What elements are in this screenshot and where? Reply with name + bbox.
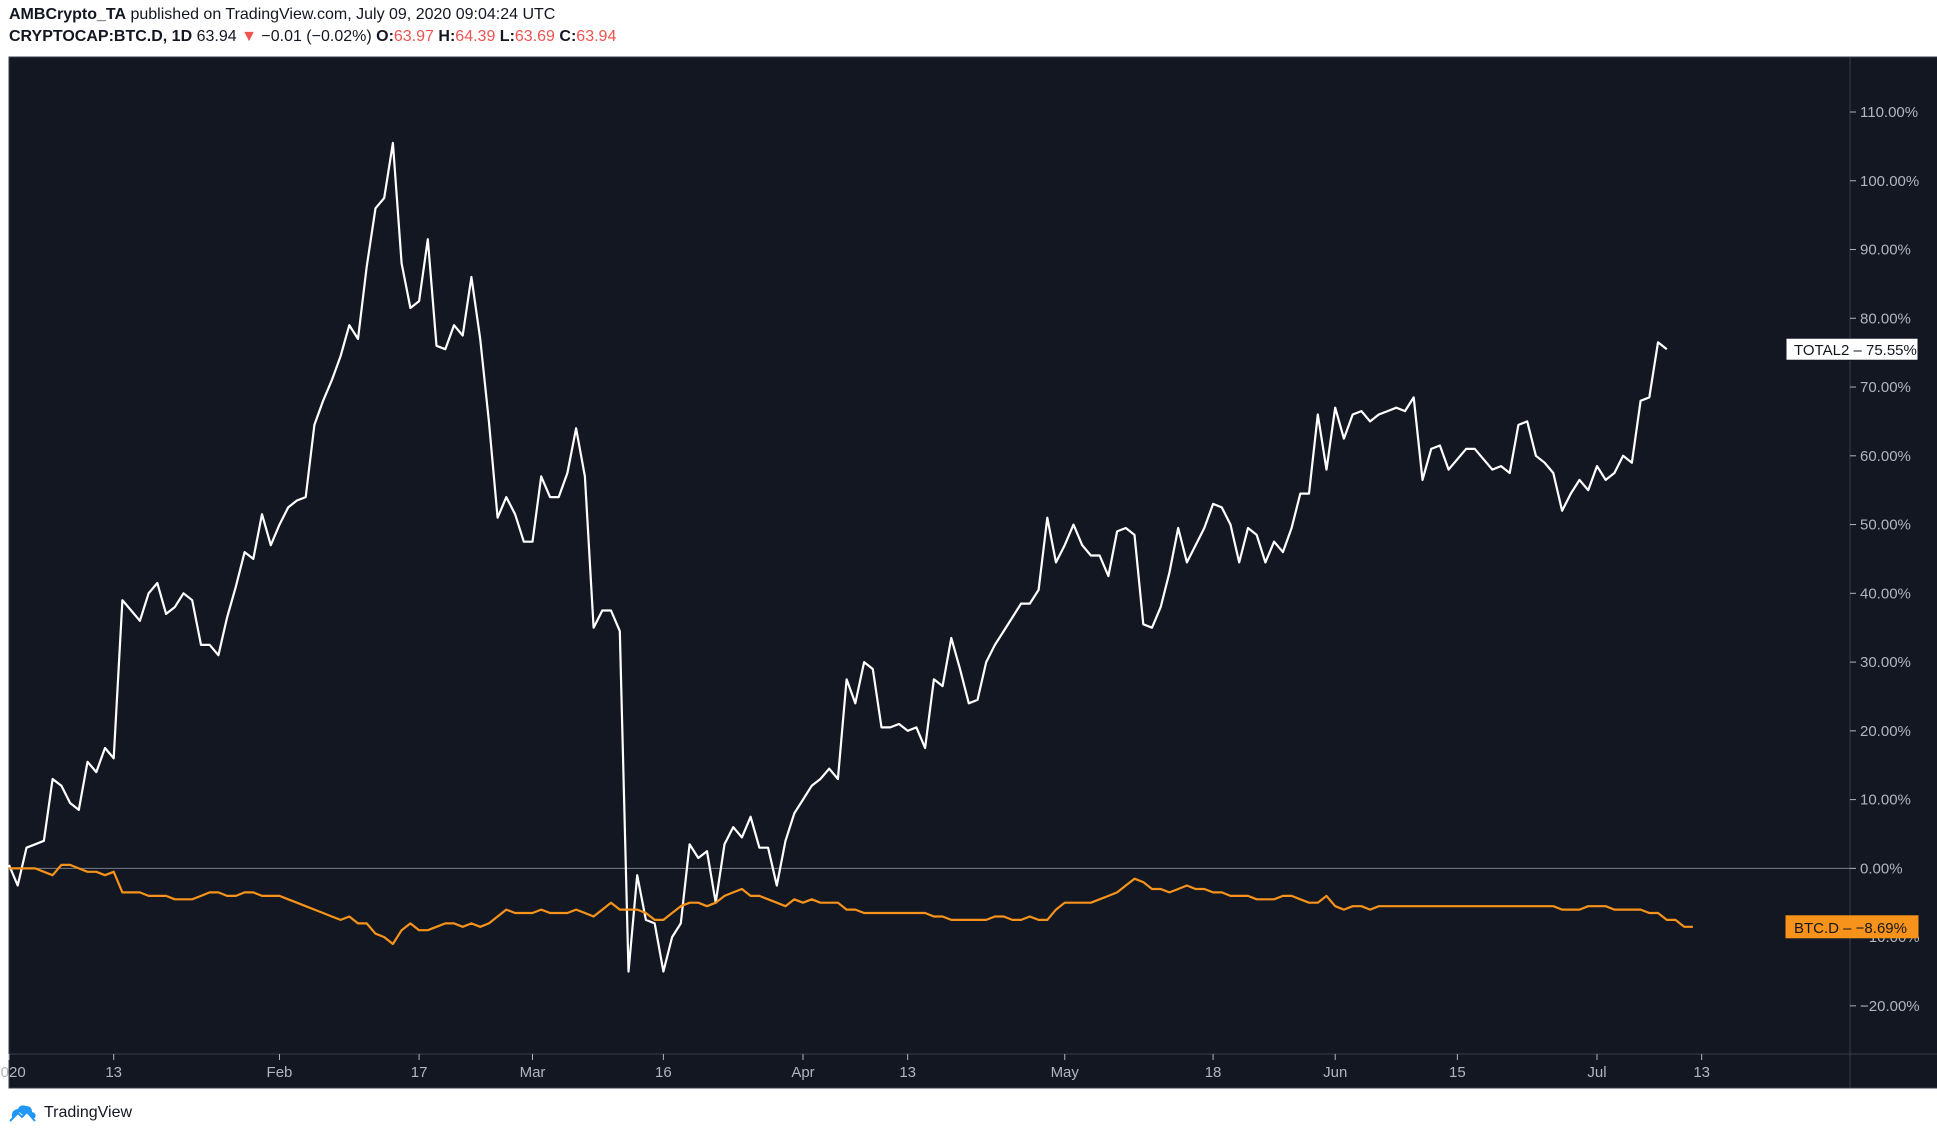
tradingview-logo-icon [9, 1105, 36, 1122]
close-label: C: [559, 28, 577, 45]
y-tick-label: 10.00% [1860, 792, 1911, 809]
x-tick-label: Jul [1587, 1064, 1606, 1081]
high-label: H: [438, 28, 456, 45]
last-price: 63.94 [196, 28, 237, 45]
y-tick-label: 30.00% [1860, 654, 1911, 671]
low-label: L: [499, 28, 515, 45]
last-value-label-btcd: BTC.D – −8.69% [1785, 915, 1919, 939]
x-tick-label: Mar [520, 1064, 546, 1081]
open-value: 63.97 [393, 28, 434, 45]
series-line-total2 [7, 141, 1668, 973]
x-tick-label: Feb [267, 1064, 293, 1081]
x-tick-label: 13 [1693, 1064, 1710, 1081]
y-tick-label: 60.00% [1860, 448, 1911, 465]
low-value: 63.69 [514, 28, 555, 45]
y-tick-label: 0.00% [1860, 860, 1903, 877]
last-value-label-box [1785, 337, 1919, 361]
y-tick-label: 110.00% [1860, 104, 1918, 121]
symbol-legend: CRYPTOCAP:BTC.D, 1D 63.94 ▼ −0.01 (−0.02… [9, 28, 616, 46]
last-value-label-text: TOTAL2 – 75.55% [1794, 342, 1917, 359]
x-tick-label: 16 [655, 1064, 672, 1081]
x-tick-label: 2020 [0, 1064, 26, 1081]
y-tick-label: −20.00% [1860, 998, 1920, 1015]
last-value-label-total2: TOTAL2 – 75.55% [1785, 337, 1919, 361]
y-tick-label: 50.00% [1860, 517, 1911, 534]
x-tick-label: 15 [1449, 1064, 1466, 1081]
y-tick-label: 90.00% [1860, 242, 1911, 259]
open-label: O: [376, 28, 394, 45]
last-value-label-box [1785, 915, 1919, 939]
y-tick-label: 40.00% [1860, 585, 1911, 602]
x-tick-label: 17 [411, 1064, 428, 1081]
series-line-btcd [9, 863, 1693, 946]
x-tick-label: 13 [899, 1064, 916, 1081]
y-tick-label: 100.00% [1860, 173, 1919, 190]
x-tick-label: May [1051, 1064, 1080, 1081]
chart-frame [8, 56, 1937, 1089]
down-arrow-icon: ▼ [241, 28, 257, 45]
last-value-label-text: BTC.D – −8.69% [1794, 920, 1907, 937]
x-tick-label: 13 [105, 1064, 122, 1081]
y-tick-label: 70.00% [1860, 379, 1911, 396]
x-tick-label: 18 [1205, 1064, 1222, 1081]
published-text: published on TradingView.com, July 09, 2… [130, 6, 556, 23]
chart-background [9, 57, 1937, 1088]
publish-info: AMBCrypto_TA published on TradingView.co… [9, 6, 555, 24]
y-tick-label: 20.00% [1860, 723, 1911, 740]
price-change: −0.01 (−0.02%) [261, 28, 372, 45]
author-name[interactable]: AMBCrypto_TA [9, 6, 127, 23]
tradingview-brand-text: TradingView [44, 1104, 133, 1121]
x-tick-label: Jun [1323, 1064, 1347, 1081]
tradingview-branding[interactable]: TradingView [8, 1100, 132, 1126]
close-value: 63.94 [576, 28, 617, 45]
x-tick-label: Apr [791, 1064, 814, 1081]
high-value: 64.39 [455, 28, 496, 45]
symbol-name: CRYPTOCAP:BTC.D, 1D [9, 28, 193, 45]
y-tick-label: 80.00% [1860, 310, 1911, 327]
